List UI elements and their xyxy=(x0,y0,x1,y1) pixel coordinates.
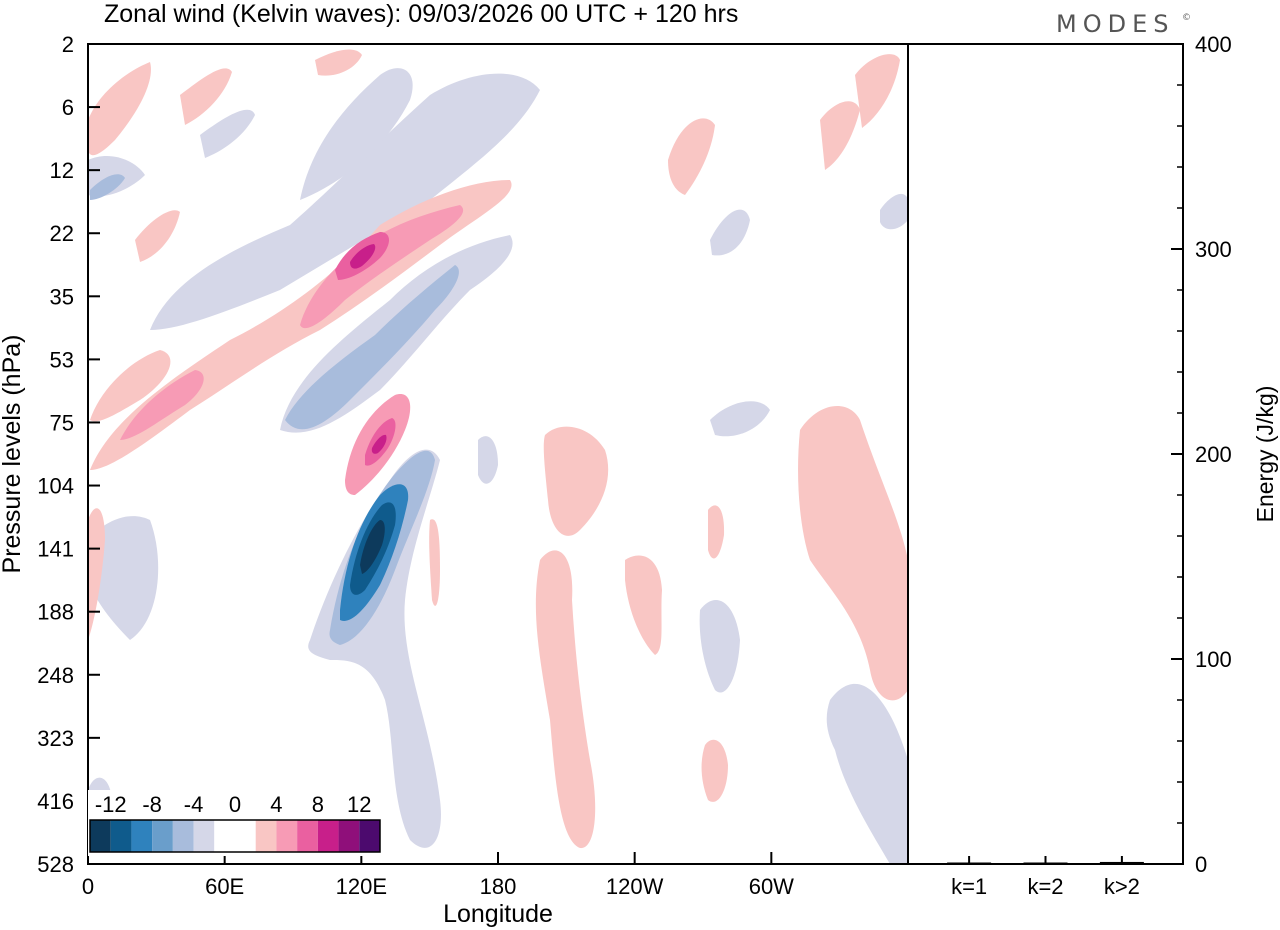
y-tick-label: 75 xyxy=(50,410,74,435)
colorbar-label: -8 xyxy=(142,792,162,817)
colorbar-cell xyxy=(193,820,215,852)
contours-neg-peak xyxy=(360,520,385,574)
colorbar-label: 8 xyxy=(312,792,324,817)
colorbar-cell xyxy=(359,820,380,852)
colorbar-label: 12 xyxy=(347,792,371,817)
y-tick-label: 35 xyxy=(50,284,74,309)
contours-pos-peak xyxy=(350,244,387,454)
category-label: k=2 xyxy=(1027,874,1063,899)
energy-tick-label: 300 xyxy=(1195,237,1232,262)
energy-plot-frame xyxy=(907,43,1184,865)
contour-plot-frame xyxy=(87,43,909,865)
colorbar-label: 4 xyxy=(270,792,282,817)
energy-tick-label: 100 xyxy=(1195,647,1232,672)
energy-categories: k=1 k=2 k>2 xyxy=(951,856,1140,899)
colorbar-cell xyxy=(317,820,339,852)
colorbar-cells xyxy=(88,790,382,856)
y-tick-label: 416 xyxy=(37,789,74,814)
energy-tick-label: 0 xyxy=(1195,852,1207,877)
y-tick-label: 6 xyxy=(62,95,74,120)
logo-text: MODES xyxy=(1056,10,1174,38)
x-axis-label: Longitude xyxy=(443,900,553,928)
energy-tick-label: 200 xyxy=(1195,442,1232,467)
y-tick-label: 188 xyxy=(37,600,74,625)
x-tick-label: 120W xyxy=(606,874,664,899)
category-label: k>2 xyxy=(1104,874,1140,899)
x-tick-label: 180 xyxy=(480,874,517,899)
y-tick-label: 104 xyxy=(37,474,74,499)
colorbar: -12 -8 -4 0 4 8 12 xyxy=(88,790,382,856)
colorbar-cell xyxy=(90,820,111,852)
x-tick-label: 120E xyxy=(336,874,387,899)
colorbar-cell xyxy=(235,820,256,852)
y-axis-label: Pressure levels (hPa) xyxy=(0,335,26,574)
x-tick-label: 60E xyxy=(205,874,244,899)
colorbar-cell xyxy=(152,820,173,852)
x-tick-label: 60W xyxy=(749,874,794,899)
energy-axis-label: Energy (J/kg) xyxy=(1252,386,1278,523)
category-label: k=1 xyxy=(951,874,987,899)
y-tick-label: 53 xyxy=(50,347,74,372)
colorbar-frame xyxy=(89,819,381,853)
y-tick-label: 248 xyxy=(37,663,74,688)
colorbar-cell xyxy=(172,820,194,852)
logo-mark: © xyxy=(1182,13,1197,23)
colorbar-cell xyxy=(214,820,235,852)
x-tick-label: 0 xyxy=(82,874,94,899)
modes-logo: MODES © xyxy=(1056,10,1197,38)
contour-field xyxy=(88,49,908,864)
y-tick-label: 141 xyxy=(37,537,74,562)
colorbar-cell xyxy=(255,820,277,852)
chart-title: Zonal wind (Kelvin waves): 09/03/2026 00… xyxy=(104,0,738,28)
colorbar-label: 0 xyxy=(229,792,241,817)
energy-tick-label: 400 xyxy=(1195,32,1232,57)
colorbar-cell xyxy=(276,820,298,852)
y-tick-label: 528 xyxy=(37,852,74,877)
y-tick-label: 12 xyxy=(50,158,74,183)
y-tick-label: 22 xyxy=(50,221,74,246)
y-axis-pressure: 2 6 12 22 35 53 75 104 141 188 248 323 416 528 xyxy=(37,32,100,877)
y-tick-label: 323 xyxy=(37,726,74,751)
colorbar-cell xyxy=(297,820,318,852)
colorbar-labels: -12 -8 -4 0 4 8 12 xyxy=(95,792,372,817)
colorbar-label: -4 xyxy=(184,792,204,817)
colorbar-cell xyxy=(110,820,132,852)
y-tick-label: 2 xyxy=(62,32,74,57)
colorbar-cell xyxy=(131,820,153,852)
y-axis-energy: 0 100 200 300 400 xyxy=(1171,32,1232,877)
colorbar-cell xyxy=(338,820,360,852)
contours-pos-light xyxy=(88,49,908,849)
x-axis-longitude: 0 60E 120E 180 120W 60W xyxy=(82,852,794,899)
colorbar-label: -12 xyxy=(95,792,127,817)
